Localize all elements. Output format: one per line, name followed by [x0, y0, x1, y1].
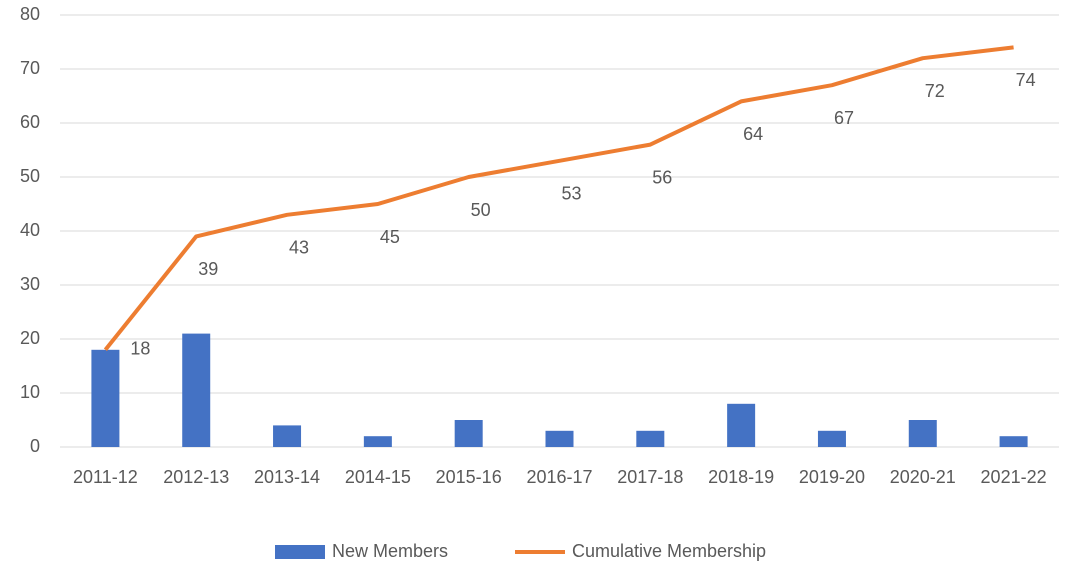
- y-tick-label: 40: [20, 220, 40, 240]
- x-tick-label: 2019-20: [799, 467, 865, 487]
- bar: [454, 420, 483, 447]
- data-label: 64: [743, 124, 763, 144]
- data-label: 45: [380, 227, 400, 247]
- legend-swatch: [275, 545, 325, 559]
- legend-label: Cumulative Membership: [572, 541, 766, 561]
- data-label: 74: [1016, 70, 1036, 90]
- y-tick-label: 60: [20, 112, 40, 132]
- data-label: 18: [130, 339, 150, 359]
- x-tick-label: 2013-14: [254, 467, 320, 487]
- x-tick-label: 2015-16: [436, 467, 502, 487]
- x-tick-label: 2017-18: [617, 467, 683, 487]
- y-tick-label: 10: [20, 382, 40, 402]
- bar: [908, 420, 937, 447]
- y-tick-label: 70: [20, 58, 40, 78]
- x-tick-label: 2012-13: [163, 467, 229, 487]
- y-tick-label: 50: [20, 166, 40, 186]
- data-label: 56: [652, 167, 672, 187]
- x-tick-label: 2014-15: [345, 467, 411, 487]
- legend-label: New Members: [332, 541, 448, 561]
- bar: [273, 425, 302, 447]
- line: [103, 45, 1014, 352]
- x-tick-label: 2020-21: [890, 467, 956, 487]
- data-label: 53: [561, 184, 581, 204]
- bar: [636, 430, 665, 447]
- data-label: 72: [925, 81, 945, 101]
- y-tick-label: 30: [20, 274, 40, 294]
- data-label: 50: [471, 200, 491, 220]
- bar: [817, 430, 846, 447]
- bar: [999, 436, 1028, 447]
- bar: [182, 333, 211, 447]
- bar: [545, 430, 574, 447]
- data-label: 39: [198, 259, 218, 279]
- y-tick-label: 20: [20, 328, 40, 348]
- data-label: 67: [834, 108, 854, 128]
- bar: [727, 403, 756, 447]
- x-tick-label: 2021-22: [981, 467, 1047, 487]
- bar: [363, 436, 392, 447]
- y-tick-label: 0: [30, 436, 40, 456]
- x-tick-label: 2018-19: [708, 467, 774, 487]
- data-label: 43: [289, 238, 309, 258]
- x-tick-label: 2016-17: [526, 467, 592, 487]
- bar: [91, 349, 120, 447]
- y-tick-label: 80: [20, 4, 40, 24]
- x-tick-label: 2011-12: [73, 467, 138, 487]
